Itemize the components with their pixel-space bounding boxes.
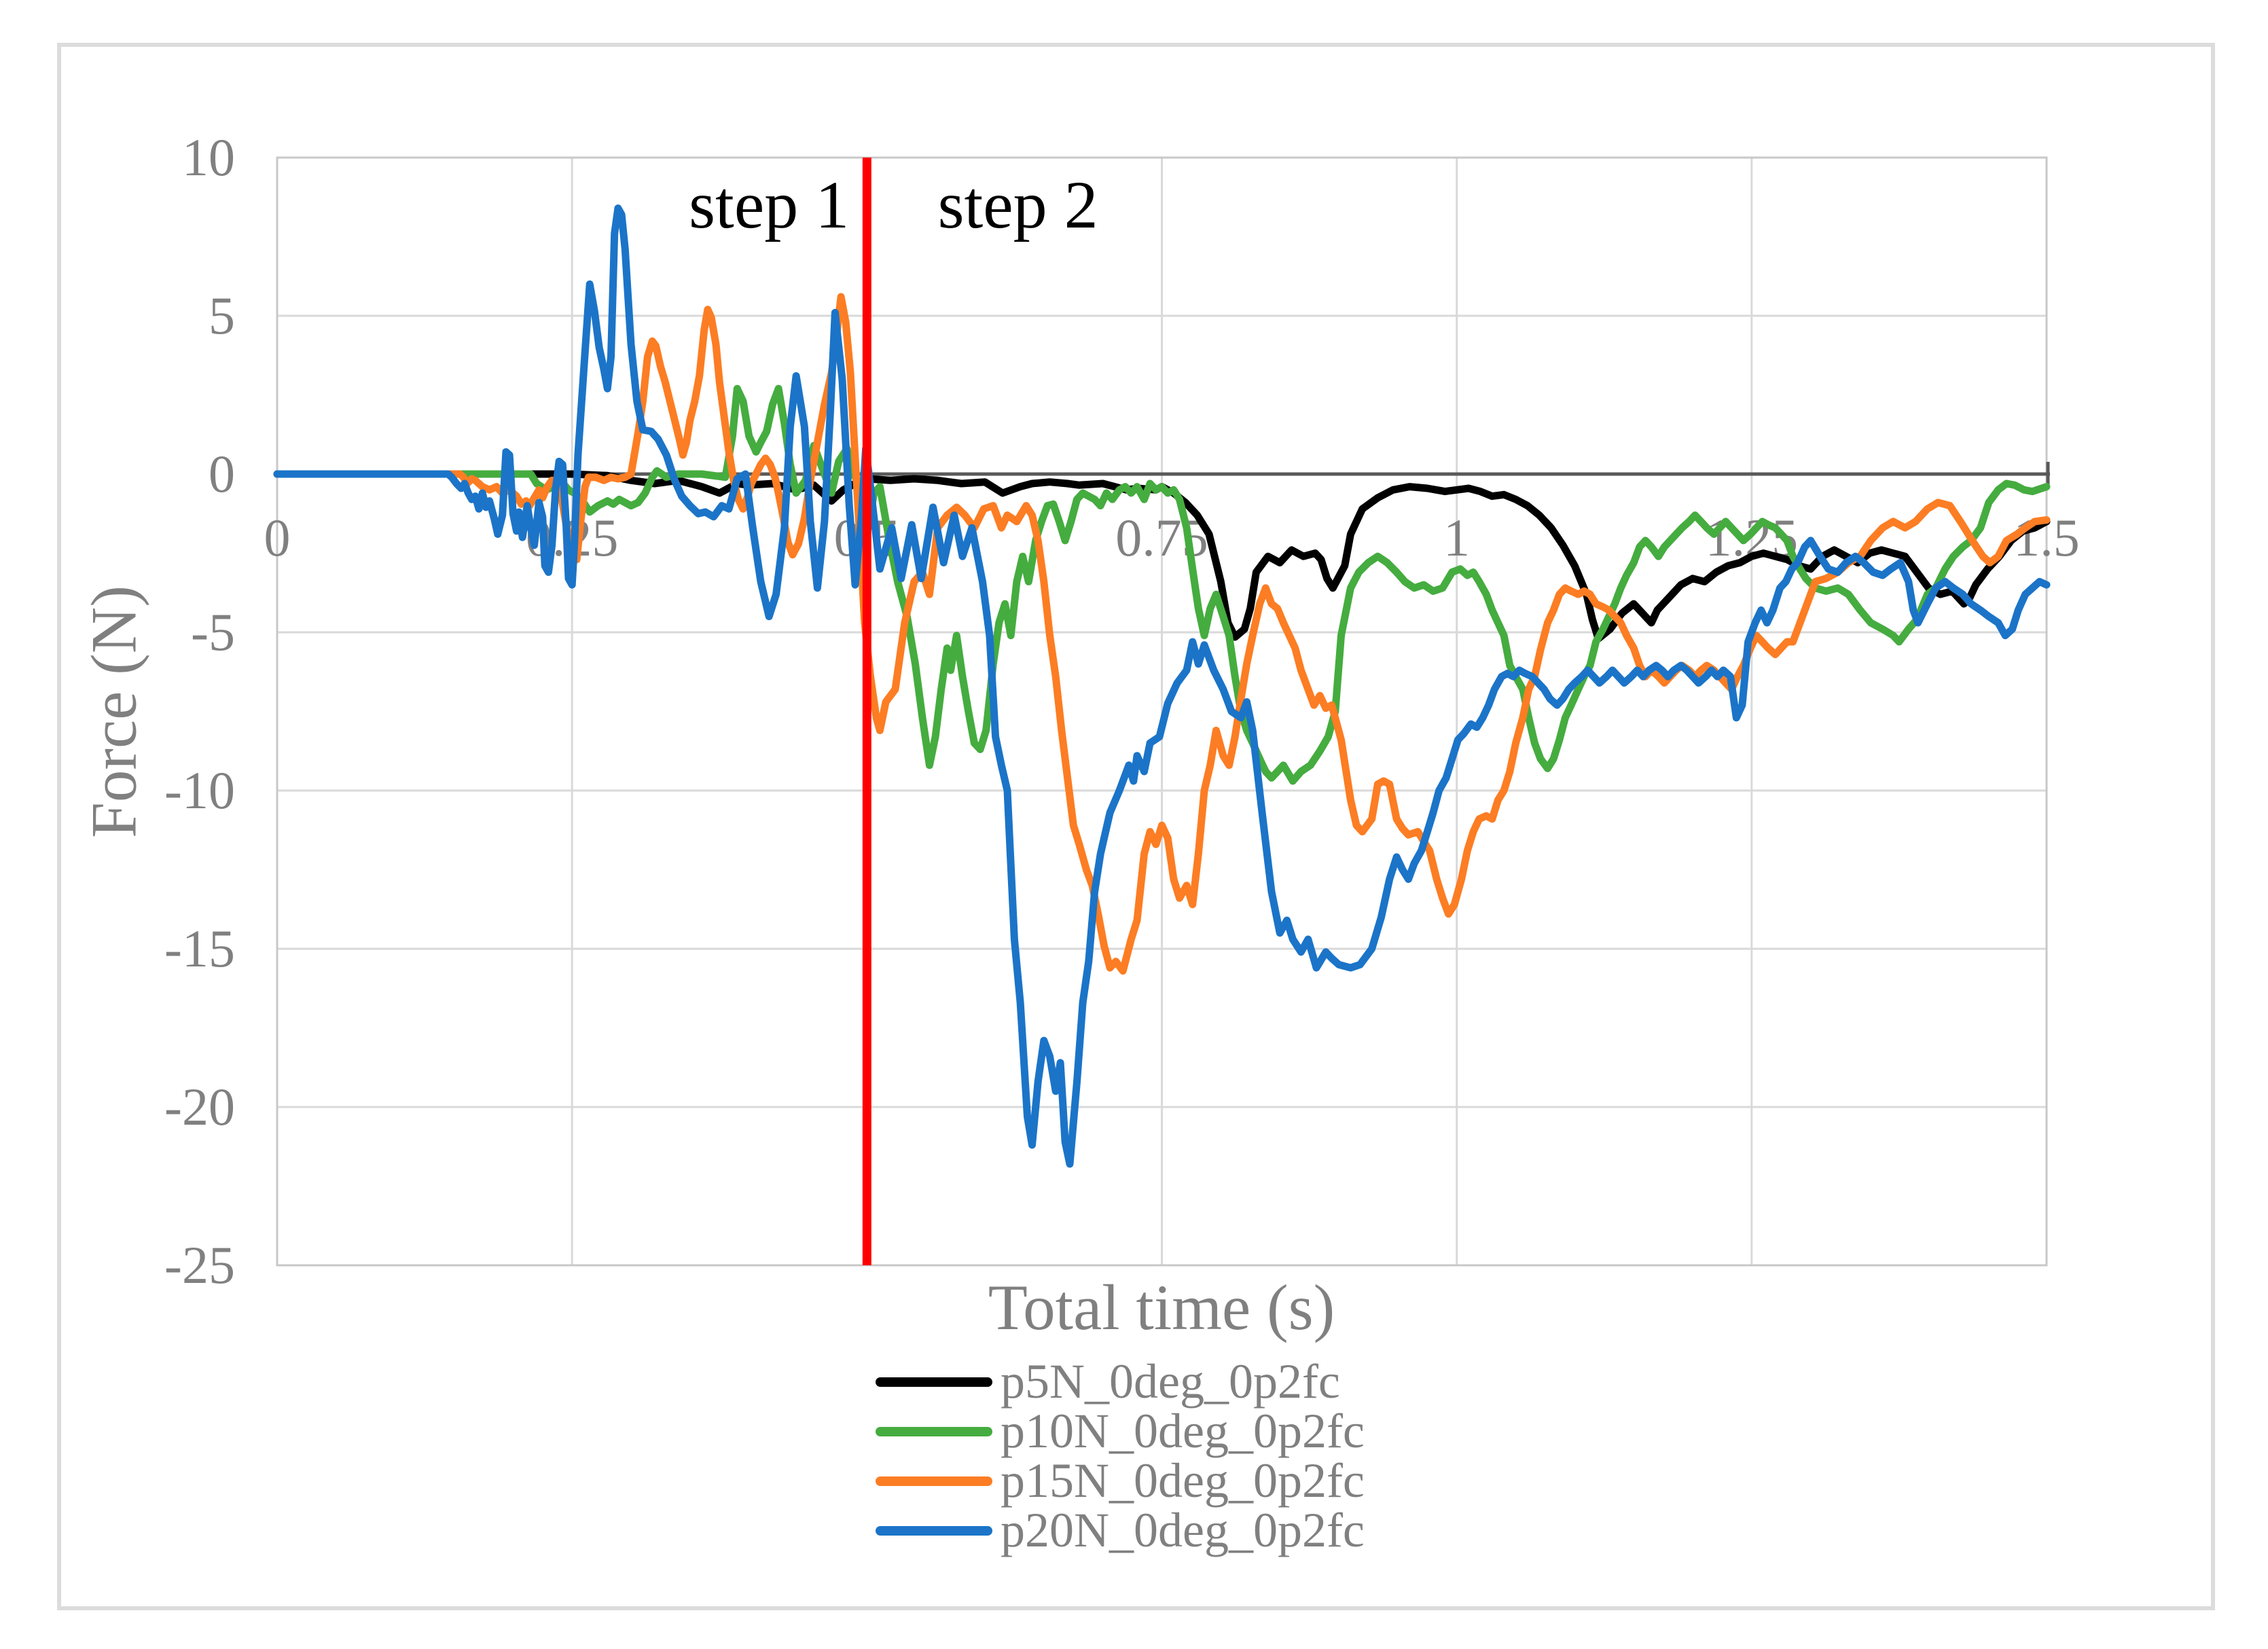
y-tick-label: 5 — [209, 286, 235, 345]
y-tick-label: -25 — [164, 1235, 235, 1294]
y-tick-label: 0 — [209, 444, 235, 503]
legend-label: p15N_0deg_0p2fc — [1001, 1453, 1365, 1508]
step2-annotation: step 2 — [937, 166, 1098, 242]
legend-label: p20N_0deg_0p2fc — [1001, 1503, 1365, 1557]
legend-line-black — [876, 1377, 992, 1387]
legend-item: p5N_0deg_0p2fc — [876, 1357, 1340, 1407]
x-tick-label: 0 — [264, 508, 291, 567]
step1-annotation: step 1 — [689, 166, 850, 242]
y-tick-label: -15 — [164, 919, 235, 978]
y-tick-label: -10 — [164, 761, 235, 820]
y-tick-label: -20 — [164, 1077, 235, 1136]
legend-item: p20N_0deg_0p2fc — [876, 1506, 1365, 1555]
legend-label: p10N_0deg_0p2fc — [1001, 1404, 1365, 1458]
legend-label: p5N_0deg_0p2fc — [1001, 1354, 1340, 1409]
legend-line-orange — [876, 1476, 992, 1486]
y-tick-label: 10 — [182, 128, 235, 187]
legend-line-green — [876, 1426, 992, 1436]
x-tick-label: 1 — [1443, 508, 1471, 567]
y-tick-label: -5 — [191, 602, 235, 662]
legend-item: p15N_0deg_0p2fc — [876, 1456, 1365, 1506]
legend-item: p10N_0deg_0p2fc — [876, 1407, 1365, 1456]
legend-line-blue — [876, 1525, 992, 1536]
x-axis-title: Total time (s) — [988, 1271, 1335, 1343]
